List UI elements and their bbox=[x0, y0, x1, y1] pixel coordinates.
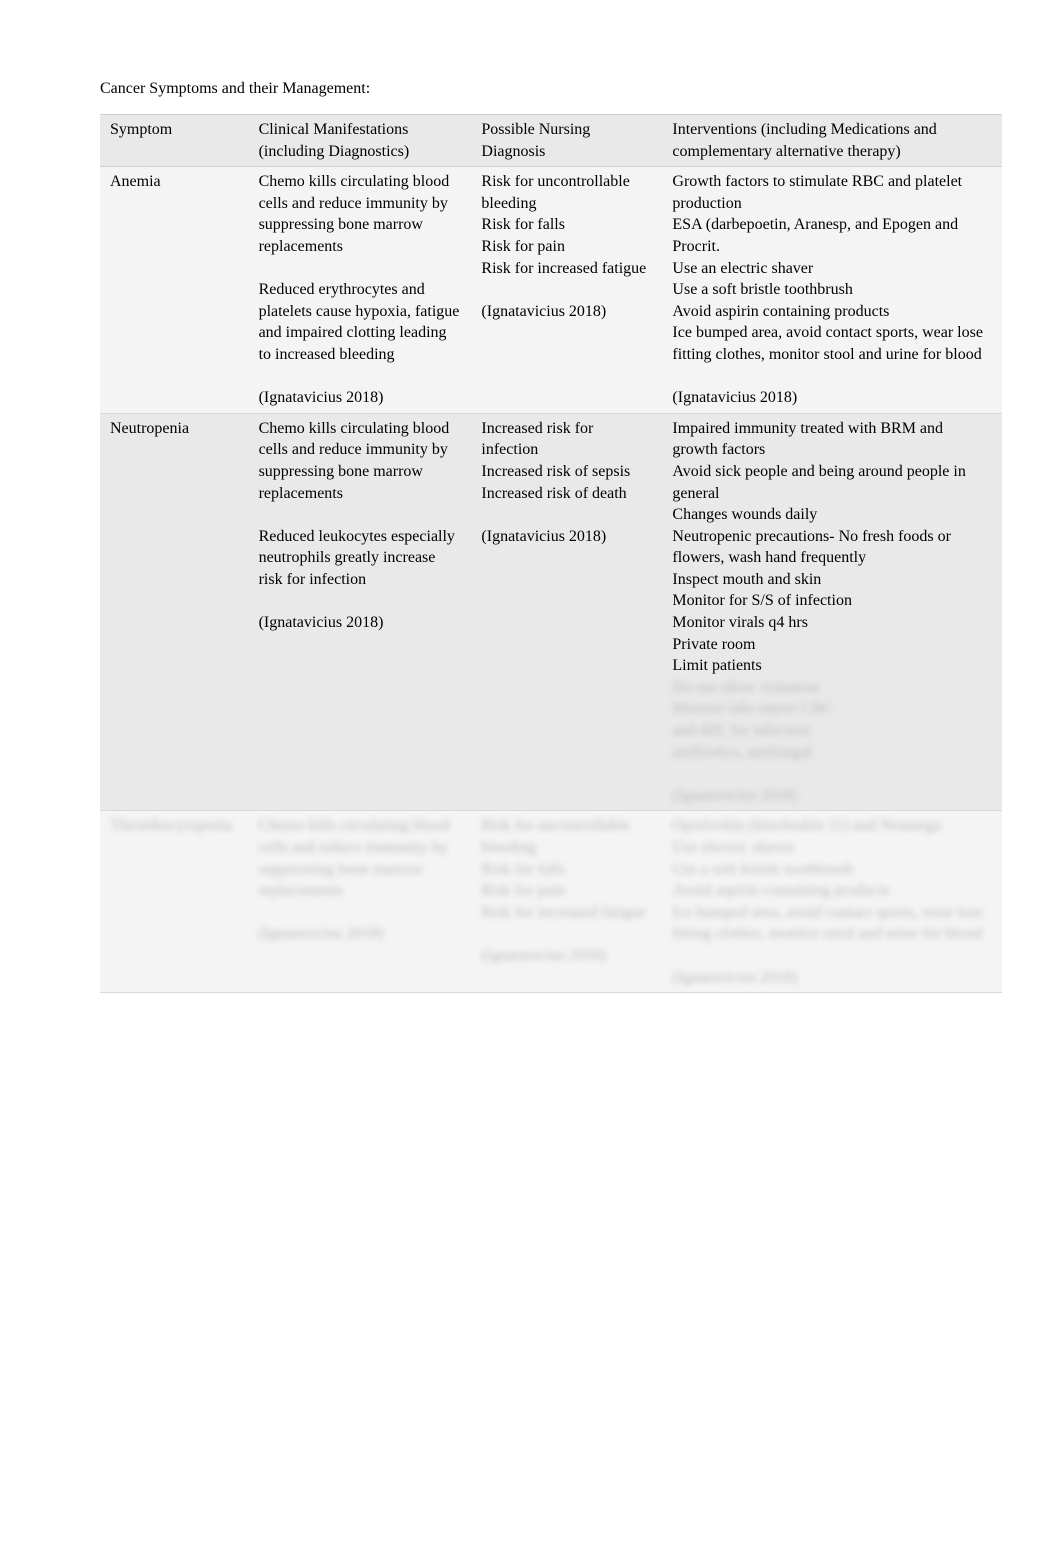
col-manifestations: Clinical Manifestations (including Diagn… bbox=[249, 115, 472, 167]
cell-symptom: Anemia bbox=[100, 167, 249, 414]
col-diagnosis: Possible Nursing Diagnosis bbox=[471, 115, 662, 167]
cell-symptom: Neutropenia bbox=[100, 413, 249, 811]
cell-interventions: Impaired immunity treated with BRM and g… bbox=[662, 413, 1002, 811]
cell-manifestations: Chemo kills circulating blood cells and … bbox=[249, 811, 472, 993]
col-symptom: Symptom bbox=[100, 115, 249, 167]
cell-manifestations: Chemo kills circulating blood cells and … bbox=[249, 167, 472, 414]
cell-symptom: Thrombocytopenia bbox=[100, 811, 249, 993]
table-row: Neutropenia Chemo kills circulating bloo… bbox=[100, 413, 1002, 811]
table-row-obscured: Thrombocytopenia Chemo kills circulating… bbox=[100, 811, 1002, 993]
manifestations-text: Chemo kills circulating blood cells and … bbox=[259, 418, 462, 634]
diagnosis-obscured-text: Risk for uncontrollable bleeding Risk fo… bbox=[481, 815, 652, 966]
col-interventions: Interventions (including Medications and… bbox=[662, 115, 1002, 167]
cell-interventions: Oprelvekin (Interleukin 11) and Neumega … bbox=[662, 811, 1002, 993]
table-header-row: Symptom Clinical Manifestations (includi… bbox=[100, 115, 1002, 167]
cell-interventions: Growth factors to stimulate RBC and plat… bbox=[662, 167, 1002, 414]
page-title: Cancer Symptoms and their Management: bbox=[100, 80, 1002, 98]
symptom-text: Neutropenia bbox=[110, 418, 239, 440]
manifestations-text: Chemo kills circulating blood cells and … bbox=[259, 171, 462, 409]
cell-manifestations: Chemo kills circulating blood cells and … bbox=[249, 413, 472, 811]
cell-diagnosis: Risk for uncontrollable bleeding Risk fo… bbox=[471, 167, 662, 414]
interventions-text: Growth factors to stimulate RBC and plat… bbox=[672, 171, 992, 409]
manifestations-obscured-text: Chemo kills circulating blood cells and … bbox=[259, 815, 462, 945]
symptoms-table: Symptom Clinical Manifestations (includi… bbox=[100, 114, 1002, 993]
interventions-obscured-text: Do not allow visitation Monitor labs rep… bbox=[672, 677, 992, 807]
table-row: Anemia Chemo kills circulating blood cel… bbox=[100, 167, 1002, 414]
cell-diagnosis: Risk for uncontrollable bleeding Risk fo… bbox=[471, 811, 662, 993]
diagnosis-text: Increased risk for infection Increased r… bbox=[481, 418, 652, 548]
cell-diagnosis: Increased risk for infection Increased r… bbox=[471, 413, 662, 811]
diagnosis-text: Risk for uncontrollable bleeding Risk fo… bbox=[481, 171, 652, 322]
interventions-obscured-text: Oprelvekin (Interleukin 11) and Neumega … bbox=[672, 815, 992, 988]
symptom-obscured-text: Thrombocytopenia bbox=[110, 815, 239, 837]
interventions-text: Impaired immunity treated with BRM and g… bbox=[672, 418, 992, 677]
symptom-text: Anemia bbox=[110, 171, 239, 193]
